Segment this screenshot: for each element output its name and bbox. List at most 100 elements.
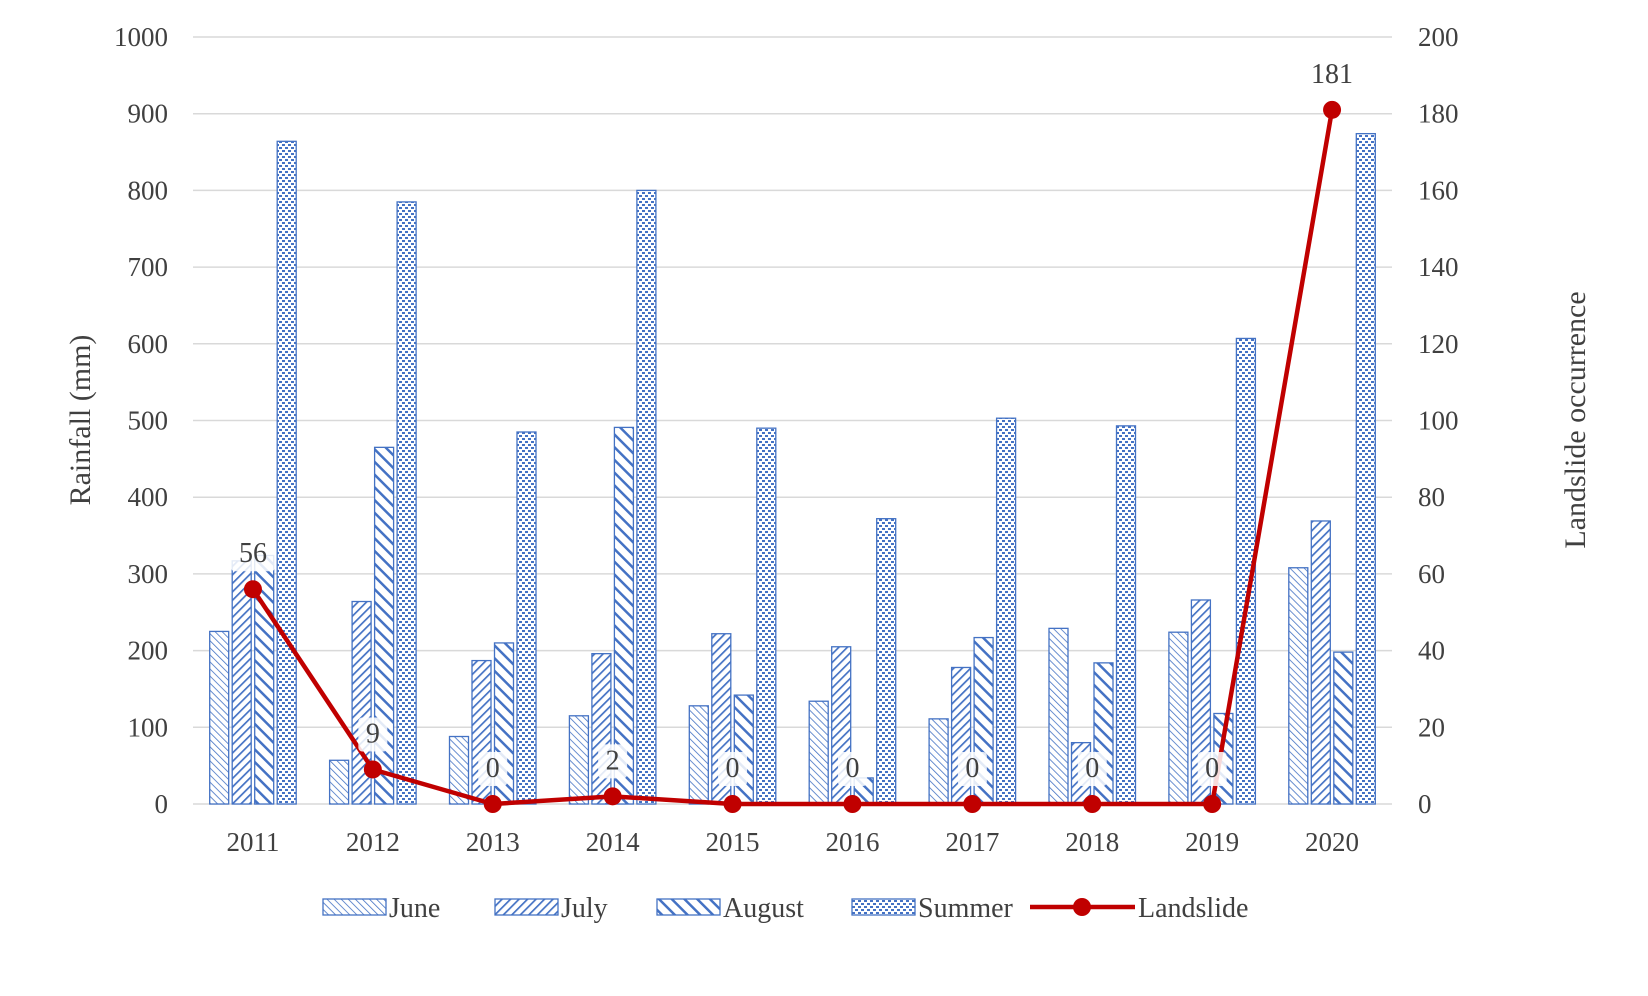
y2-tick-label: 40 — [1418, 636, 1445, 666]
x-tick-label: 2011 — [226, 827, 279, 857]
bar-june — [1048, 627, 1069, 805]
bar-june — [688, 705, 709, 805]
legend-marker-landslide — [1073, 898, 1091, 916]
landslide-series-line — [251, 109, 1335, 807]
landslide-point — [363, 760, 382, 779]
bar-summer — [516, 431, 537, 805]
y2-tick-label: 80 — [1418, 482, 1445, 512]
bar-august — [733, 694, 754, 805]
landslide-point — [603, 787, 622, 806]
bar-july — [1310, 520, 1331, 805]
y-tick-label: 1000 — [114, 22, 168, 52]
x-tick-label: 2018 — [1065, 827, 1119, 857]
landslide-line — [243, 100, 1342, 813]
bar-summer — [995, 417, 1017, 805]
x-tick-label: 2017 — [945, 827, 999, 857]
landslide-point — [1083, 795, 1102, 813]
legend-swatch-june — [322, 898, 387, 916]
bar-summer — [1115, 425, 1137, 805]
legend-label: July — [561, 893, 608, 924]
data-label-background — [478, 752, 508, 786]
bar-summer — [1355, 132, 1376, 805]
data-label: 181 — [1311, 59, 1353, 90]
y2-tick-label: 100 — [1418, 406, 1459, 436]
legend-swatch-august — [656, 898, 721, 916]
legend-label: Summer — [918, 893, 1014, 924]
gridlines — [193, 36, 1392, 805]
landslide-point — [1323, 100, 1342, 119]
data-label: 56 — [239, 538, 267, 569]
y2-tick-label: 160 — [1418, 175, 1459, 205]
landslide-point — [483, 795, 502, 813]
data-label: 0 — [1205, 753, 1219, 784]
bar-july — [231, 560, 252, 805]
data-label-background — [837, 752, 867, 786]
bar-summer — [636, 189, 657, 805]
legend-label: June — [389, 893, 440, 924]
data-labels: 56 9 0 2 0 0 0 0 0 181 — [230, 57, 1362, 786]
legend-swatch-summer — [851, 898, 916, 916]
landslide-point — [243, 580, 262, 599]
bar-july — [591, 653, 612, 805]
bar-june — [808, 700, 829, 805]
bar-august — [1333, 651, 1354, 805]
data-label-background — [598, 744, 628, 779]
y-tick-label: 0 — [155, 789, 169, 819]
x-tick-label: 2013 — [466, 827, 520, 857]
y-tick-label: 200 — [128, 636, 169, 666]
data-label-background — [718, 752, 748, 786]
data-label: 0 — [845, 753, 859, 784]
legend: June July August Summer Landslide — [322, 893, 1248, 924]
y2-tick-label: 60 — [1418, 559, 1445, 589]
bar-summer — [396, 201, 417, 805]
data-label: 0 — [726, 753, 740, 784]
bar-summer — [276, 140, 297, 805]
bar-august — [373, 446, 395, 805]
data-label: 2 — [606, 745, 620, 776]
landslide-point — [843, 795, 862, 813]
y-tick-label: 700 — [128, 252, 169, 282]
y-axis-title: Rainfall (mm) — [64, 335, 97, 506]
y-tick-label: 600 — [128, 329, 169, 359]
data-label: 0 — [965, 753, 979, 784]
bars — [209, 132, 1376, 805]
landslide-point — [963, 795, 982, 813]
y-tick-label: 500 — [128, 406, 169, 436]
data-label-background — [957, 752, 987, 786]
data-label-background — [1302, 57, 1362, 92]
x-tick-label: 2020 — [1305, 827, 1359, 857]
data-label-background — [1197, 752, 1227, 786]
legend-swatch-july — [494, 898, 559, 916]
y-tick-label: 100 — [128, 712, 169, 742]
data-label: 0 — [486, 753, 500, 784]
landslide-point — [723, 795, 742, 813]
axes: 0100200300400500600700800900100002040608… — [114, 22, 1459, 857]
bar-june — [209, 630, 230, 805]
bar-july — [351, 600, 372, 805]
y-tick-label: 800 — [128, 175, 169, 205]
y2-axis-title: Landslide occurrence — [1559, 291, 1592, 548]
y-tick-label: 300 — [128, 559, 169, 589]
x-tick-label: 2012 — [346, 827, 400, 857]
x-tick-label: 2014 — [586, 827, 641, 857]
bar-june — [928, 718, 949, 805]
bar-june — [1168, 631, 1189, 805]
y2-tick-label: 200 — [1418, 22, 1459, 52]
data-label: 0 — [1085, 753, 1099, 784]
legend-label: Landslide — [1138, 893, 1248, 924]
y2-tick-label: 20 — [1418, 712, 1445, 742]
legend-label: August — [723, 893, 804, 924]
y2-tick-label: 180 — [1418, 99, 1459, 129]
y-tick-label: 900 — [128, 99, 169, 129]
x-tick-label: 2015 — [706, 827, 760, 857]
bar-june — [448, 735, 470, 805]
bar-august — [613, 426, 635, 805]
data-label-background — [1077, 752, 1107, 786]
x-tick-label: 2016 — [825, 827, 879, 857]
data-label-background — [358, 717, 388, 752]
landslide-point — [1203, 795, 1222, 813]
y2-tick-label: 140 — [1418, 252, 1459, 282]
x-tick-label: 2019 — [1185, 827, 1239, 857]
